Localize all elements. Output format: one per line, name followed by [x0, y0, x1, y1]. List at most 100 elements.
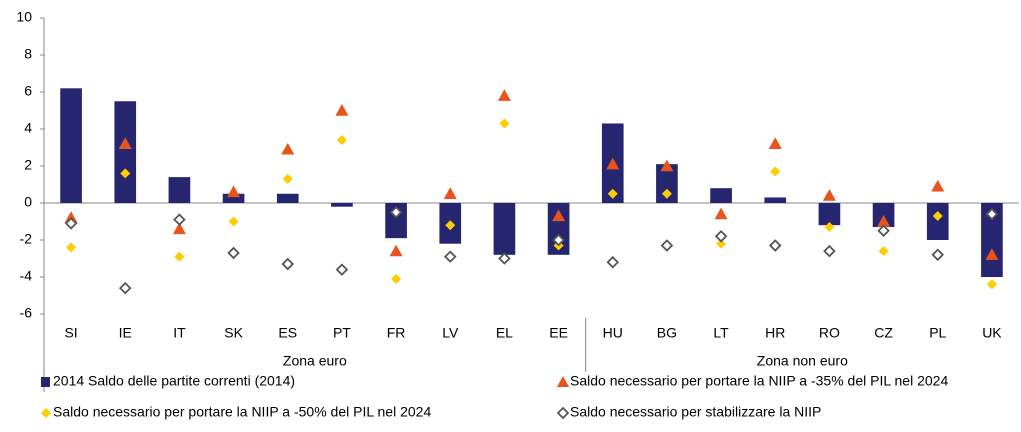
diamond-marker	[445, 220, 456, 231]
triangle-marker	[443, 187, 457, 199]
bar	[276, 193, 299, 203]
x-tick-label: SK	[224, 325, 243, 341]
y-tick-label: -6	[20, 305, 33, 321]
hollow-diamond-marker	[985, 207, 999, 221]
hollow-diamond-marker	[660, 239, 674, 252]
bar	[331, 203, 353, 207]
legend-swatch	[556, 406, 570, 420]
diamond-marker	[120, 168, 131, 179]
diamond-marker	[770, 166, 781, 177]
hollow-diamond-marker	[714, 230, 728, 243]
hollow-diamond-marker	[823, 244, 836, 258]
triangle-marker	[118, 137, 132, 149]
x-tick-label: LT	[713, 325, 729, 341]
triangle-marker	[931, 179, 945, 192]
x-tick-label: IE	[119, 325, 132, 341]
diamond-marker	[824, 222, 835, 233]
x-tick-label: FR	[387, 325, 406, 341]
legend-swatch	[41, 377, 50, 387]
x-tick-label: RO	[819, 325, 840, 341]
diamond-marker	[66, 242, 77, 253]
group-label: Zona euro	[283, 353, 347, 369]
triangle-marker	[606, 157, 620, 170]
y-tick-label: 0	[24, 194, 32, 210]
triangle-marker	[985, 248, 999, 260]
diamond-marker	[716, 238, 727, 249]
diamond-marker	[174, 251, 185, 262]
diamond-marker	[661, 188, 672, 199]
x-tick-label: EE	[549, 325, 568, 341]
x-tick-label: HR	[765, 325, 785, 341]
hollow-diamond-marker	[443, 250, 457, 263]
legend-swatch	[557, 376, 569, 387]
triangle-marker	[714, 207, 728, 220]
hollow-diamond-marker	[227, 246, 240, 260]
triangle-marker	[389, 244, 403, 257]
hollow-diamond-marker	[552, 233, 565, 247]
x-tick-label: SI	[64, 325, 77, 341]
bar	[926, 203, 949, 240]
diamond-marker	[986, 279, 997, 290]
bar	[818, 203, 841, 226]
bar	[168, 177, 191, 203]
hollow-diamond-marker	[498, 252, 511, 265]
diamond-marker	[878, 246, 889, 257]
x-tick-label: UK	[982, 325, 1002, 341]
x-tick-label: ES	[278, 325, 297, 341]
legend-label: Saldo necessario per portare la NIIP a -…	[53, 404, 431, 420]
y-tick-label: 4	[24, 120, 32, 136]
triangle-marker	[281, 142, 295, 155]
bar	[222, 193, 245, 203]
legend-label: 2014 Saldo delle partite correnti (2014)	[53, 373, 295, 389]
diamond-marker	[336, 135, 347, 146]
triangle-marker	[877, 215, 891, 227]
x-tick-label: IT	[173, 325, 186, 341]
diamond-marker	[391, 273, 402, 284]
triangle-marker	[822, 189, 836, 201]
hollow-diamond-marker	[173, 213, 186, 226]
y-tick-label: -2	[20, 231, 33, 247]
hollow-diamond-marker	[606, 255, 620, 269]
y-tick-label: 2	[24, 157, 32, 173]
bar	[710, 188, 732, 203]
hollow-diamond-marker	[335, 263, 349, 276]
group-label: Zona non euro	[757, 353, 848, 369]
bar	[60, 88, 82, 203]
hollow-diamond-marker	[281, 257, 295, 271]
bar	[114, 101, 137, 203]
triangle-marker	[335, 104, 349, 116]
triangle-marker	[497, 89, 511, 101]
y-tick-label: 10	[16, 9, 32, 25]
hollow-diamond-marker	[389, 205, 403, 219]
diamond-marker	[932, 210, 943, 221]
y-tick-label: 6	[24, 83, 32, 99]
hollow-diamond-marker	[64, 217, 78, 230]
diamond-marker	[228, 216, 239, 227]
x-tick-label: CZ	[874, 325, 893, 341]
triangle-marker	[552, 209, 566, 222]
x-tick-label: PL	[929, 325, 946, 341]
hollow-diamond-marker	[118, 281, 132, 295]
y-tick-label: 8	[24, 46, 32, 62]
hollow-diamond-marker	[768, 239, 782, 252]
diamond-marker	[607, 188, 618, 199]
y-tick-label: -4	[20, 268, 33, 284]
legend-label: Saldo necessario per stabilizzare la NII…	[570, 404, 821, 420]
x-tick-label: LV	[442, 325, 459, 341]
x-tick-label: BG	[657, 325, 677, 341]
legend-label: Saldo necessario per portare la NIIP a -…	[570, 373, 948, 389]
triangle-marker	[768, 137, 782, 149]
bar	[764, 197, 787, 203]
bar	[493, 203, 516, 255]
bar	[547, 203, 570, 255]
x-tick-label: HU	[603, 325, 623, 341]
legend-swatch	[41, 408, 51, 418]
x-tick-label: PT	[333, 325, 351, 341]
hollow-diamond-marker	[931, 248, 945, 262]
diamond-marker	[282, 173, 293, 184]
hollow-diamond-marker	[877, 224, 890, 238]
triangle-marker	[660, 159, 674, 172]
x-tick-label: EL	[496, 325, 513, 341]
diamond-marker	[499, 118, 510, 129]
